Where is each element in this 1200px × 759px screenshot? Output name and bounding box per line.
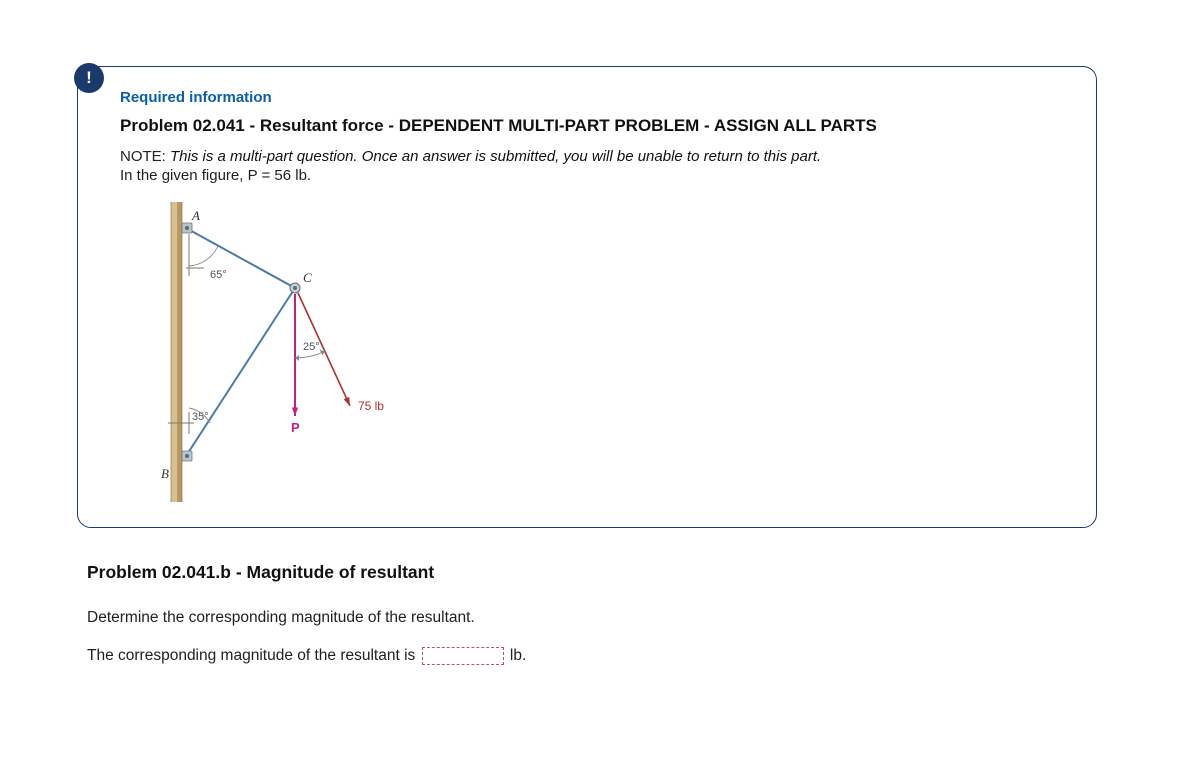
note-label: NOTE:: [120, 148, 170, 165]
answer-prefix: The corresponding magnitude of the resul…: [87, 647, 415, 664]
given-text: In the given figure, P = 56 lb.: [120, 167, 1066, 184]
svg-text:B: B: [161, 466, 169, 481]
svg-text:25°: 25°: [303, 341, 320, 353]
figure-svg: A B C 65° 35° P 75 lb 25°: [135, 202, 395, 502]
svg-text:P: P: [291, 420, 300, 435]
svg-text:65°: 65°: [210, 269, 227, 281]
figure: A B C 65° 35° P 75 lb 25°: [135, 202, 1066, 507]
alert-badge: !: [74, 63, 104, 93]
answer-line: The corresponding magnitude of the resul…: [87, 647, 1097, 665]
svg-text:C: C: [303, 270, 312, 285]
sub-problem-title: Problem 02.041.b - Magnitude of resultan…: [87, 562, 1097, 583]
svg-text:A: A: [191, 208, 200, 223]
svg-text:75 lb: 75 lb: [358, 399, 384, 413]
required-info-label: Required information: [120, 89, 1066, 106]
question-text: Determine the corresponding magnitude of…: [87, 609, 1097, 627]
note-line: NOTE: This is a multi-part question. Onc…: [120, 148, 1066, 165]
required-info-box: ! Required information Problem 02.041 - …: [77, 66, 1097, 528]
answer-input[interactable]: [422, 647, 504, 665]
answer-unit: lb.: [510, 647, 526, 664]
problem-title: Problem 02.041 - Resultant force - DEPEN…: [120, 116, 1066, 136]
svg-text:35°: 35°: [192, 411, 209, 423]
note-text: This is a multi-part question. Once an a…: [170, 148, 821, 165]
